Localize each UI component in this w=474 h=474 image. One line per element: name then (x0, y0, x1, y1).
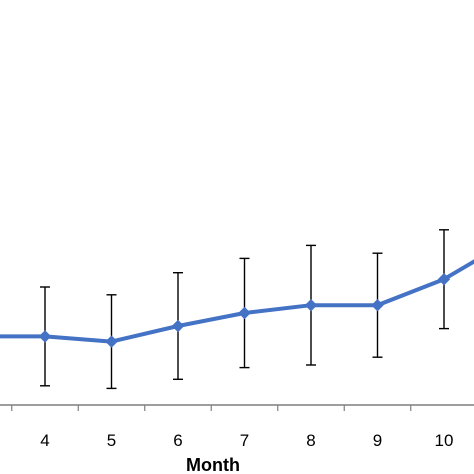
x-axis (0, 404, 474, 411)
x-tick-label: 6 (173, 431, 182, 450)
x-tick-label: 10 (435, 431, 454, 450)
data-point (38, 330, 52, 343)
series-group (0, 259, 474, 348)
x-tick-labels: 4 5 6 7 8 9 10 (40, 431, 453, 450)
x-tick-label: 9 (373, 431, 382, 450)
x-tick-label: 7 (240, 431, 249, 450)
data-point (171, 319, 185, 333)
x-tick-label: 5 (107, 431, 116, 450)
x-tick-label: 8 (306, 431, 315, 450)
data-point (238, 306, 251, 320)
data-point (371, 298, 384, 312)
data-point (304, 298, 318, 312)
data-point (105, 335, 118, 348)
series-line (0, 259, 474, 344)
x-axis-title: Month (186, 455, 240, 474)
x-tick-label: 4 (40, 431, 49, 450)
data-point (437, 272, 451, 286)
